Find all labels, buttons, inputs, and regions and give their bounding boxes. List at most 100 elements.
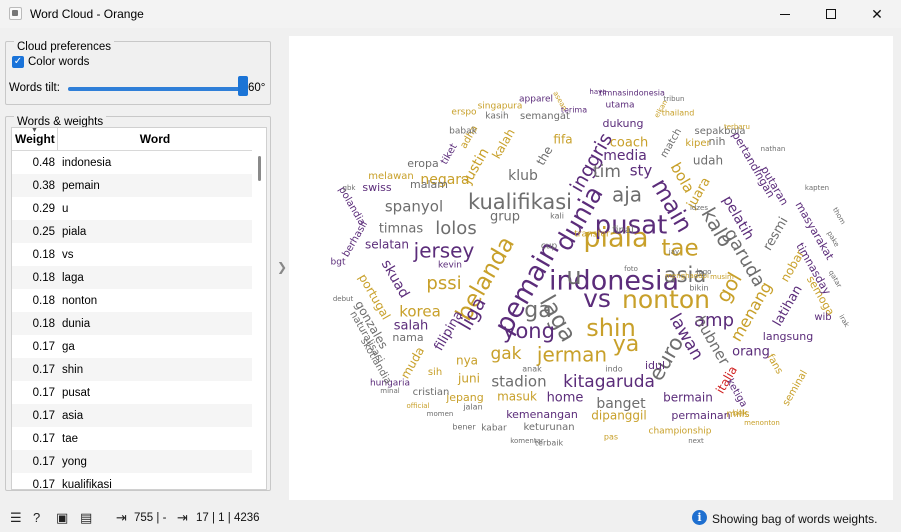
- word-cell: nonton: [62, 294, 98, 307]
- table-row[interactable]: 0.48 indonesia: [12, 151, 252, 174]
- table-row[interactable]: 0.18 nonton: [12, 289, 252, 312]
- table-row[interactable]: 0.18 dunia: [12, 312, 252, 335]
- cloud-word: final: [612, 225, 634, 236]
- weight-cell: 0.17: [32, 432, 55, 445]
- table-row[interactable]: 0.17 ga: [12, 335, 252, 358]
- weight-column-header[interactable]: ▼ Weight: [12, 128, 58, 150]
- cloud-word: keturunan: [523, 422, 574, 433]
- cloud-word: nonton: [622, 285, 710, 314]
- cloud-word: momen: [427, 410, 454, 418]
- cloud-word: ketiga: [724, 377, 749, 409]
- cloud-word: cristian: [413, 387, 450, 398]
- cloud-preferences-group: Cloud preferences ✓ Color words Words ti…: [5, 41, 271, 105]
- minimize-button[interactable]: [762, 0, 808, 28]
- cloud-word: apparel: [519, 95, 553, 105]
- words-tilt-slider[interactable]: [68, 87, 244, 91]
- weight-cell: 0.17: [32, 386, 55, 399]
- cloud-word: musim: [710, 273, 734, 281]
- save-icon[interactable]: ▣: [56, 510, 69, 525]
- cloud-word: spanyol: [385, 198, 443, 216]
- cloud-word: tiket: [439, 142, 460, 167]
- cloud-word: dipanggil: [591, 409, 646, 423]
- weight-cell: 0.18: [32, 294, 55, 307]
- word-cell: piala: [62, 225, 87, 238]
- cloud-word: foto: [624, 265, 638, 273]
- word-cell: dunia: [62, 317, 91, 330]
- table-row[interactable]: 0.17 tae: [12, 427, 252, 450]
- table-row[interactable]: 0.17 asia: [12, 404, 252, 427]
- cloud-word: menonton: [744, 419, 780, 427]
- maximize-button[interactable]: [808, 0, 854, 28]
- word-cell: kualifikasi: [62, 478, 112, 490]
- table-row[interactable]: 0.29 u: [12, 197, 252, 220]
- word-cell: tae: [62, 432, 78, 445]
- words-tilt-handle[interactable]: [238, 76, 248, 96]
- weight-cell: 0.17: [32, 363, 55, 376]
- table-scrollbar[interactable]: [258, 156, 261, 181]
- cloud-word: banget: [596, 396, 646, 412]
- cloud-word: mills: [726, 409, 749, 420]
- words-weights-table[interactable]: ▼ Weight Word 0.48 indonesia 0.38 pemain 0.2…: [11, 127, 267, 490]
- weight-cell: 0.48: [32, 156, 55, 169]
- cloud-word: utama: [605, 101, 634, 111]
- cloud-word: nama: [392, 331, 423, 344]
- cloud-word: negara: [420, 172, 469, 188]
- minimize-icon: [780, 13, 790, 15]
- help-icon[interactable]: ?: [33, 510, 41, 525]
- cloud-word: semangat: [520, 111, 570, 122]
- cloud-word: dukung: [603, 117, 644, 130]
- cloud-word: bermain: [663, 391, 713, 405]
- cloud-word: timnasindonesia: [599, 89, 665, 98]
- cloud-word: amp: [694, 310, 734, 331]
- table-row[interactable]: 0.25 piala: [12, 220, 252, 243]
- cloud-word: pas: [604, 433, 618, 442]
- cloud-word: kali: [550, 212, 564, 221]
- cloud-word: eropa: [407, 157, 439, 170]
- cloud-word: nih: [709, 135, 726, 148]
- table-row[interactable]: 0.38 pemain: [12, 174, 252, 197]
- cloud-word: official: [406, 402, 429, 410]
- word-cell: indonesia: [62, 156, 112, 169]
- cloud-word: menghadapi: [665, 272, 709, 280]
- cloud-word: malam: [410, 178, 448, 191]
- cloud-word: u: [566, 262, 581, 290]
- cloud-word: kitagaruda: [563, 372, 655, 392]
- color-words-checkbox[interactable]: ✓: [12, 56, 24, 68]
- cloud-word: indo: [605, 365, 622, 374]
- cloud-word: orang: [732, 345, 770, 360]
- cloud-word: jalan: [462, 403, 482, 412]
- menu-icon[interactable]: ☰: [10, 510, 22, 525]
- color-words-checkbox-row[interactable]: ✓ Color words: [12, 56, 89, 68]
- word-cell: yong: [62, 455, 87, 468]
- table-row[interactable]: 0.17 shin: [12, 358, 252, 381]
- table-row[interactable]: 0.17 yong: [12, 450, 252, 473]
- word-column-header[interactable]: Word: [139, 132, 171, 146]
- cloud-word: gbk: [343, 184, 357, 192]
- splitter-handle[interactable]: ❯: [277, 260, 288, 274]
- cloud-word: ga: [524, 298, 551, 323]
- table-row[interactable]: 0.17 pusat: [12, 381, 252, 404]
- report-icon[interactable]: ▤: [80, 510, 93, 525]
- input-icon: ⇥: [116, 510, 127, 525]
- cloud-word: fans: [765, 352, 785, 376]
- cloud-word: match: [659, 127, 684, 160]
- cloud-word: salah: [394, 319, 429, 334]
- cloud-word: yong: [503, 319, 555, 343]
- cloud-word: nathan: [761, 145, 786, 153]
- input-count: 755 | -: [134, 512, 167, 524]
- maximize-icon: [826, 9, 836, 19]
- weight-cell: 0.17: [32, 409, 55, 422]
- cloud-word: udah: [693, 154, 723, 168]
- cloud-word: tim: [593, 162, 621, 182]
- cloud-word: juni: [457, 372, 480, 386]
- weight-cell: 0.17: [32, 340, 55, 353]
- cloud-word: resmi: [760, 215, 791, 254]
- table-row[interactable]: 0.17 kualifikasi: [12, 473, 252, 490]
- cloud-word: asia: [664, 263, 707, 287]
- table-row[interactable]: 0.18 laga: [12, 266, 252, 289]
- cloud-word: vs: [583, 284, 611, 313]
- cloud-word: langsung: [763, 330, 813, 343]
- close-button[interactable]: ✕: [854, 0, 900, 28]
- table-row[interactable]: 0.18 vs: [12, 243, 252, 266]
- cloud-word: sih: [428, 367, 442, 378]
